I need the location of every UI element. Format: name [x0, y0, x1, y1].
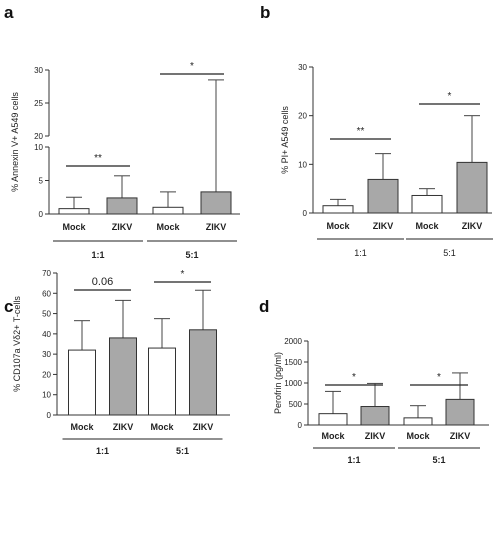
- y-tick-label: 0: [298, 421, 303, 430]
- significance-label: *: [448, 91, 452, 102]
- y-tick-label: 0: [39, 210, 44, 219]
- group-label: 1:1: [96, 446, 109, 456]
- panel-d: d 0 500 1000 1500 2000 Perofrin (pg/ml) Mock ZI…: [251, 275, 502, 550]
- significance-label: **: [94, 153, 102, 164]
- category-label: ZIKV: [450, 431, 471, 441]
- y-axis-label: Perofrin (pg/ml): [273, 352, 283, 414]
- category-label: ZIKV: [193, 422, 214, 432]
- group-label: 5:1: [432, 455, 445, 465]
- category-label: ZIKV: [113, 422, 134, 432]
- panel-label: b: [260, 3, 271, 22]
- pi-chart: 0 10 20 30 % PI+ A549 cells Mock ZIKV ** 1:1 Mock…: [280, 63, 493, 258]
- group-label: 5:1: [443, 248, 456, 258]
- significance-label: *: [181, 269, 185, 280]
- group-label: 1:1: [354, 248, 367, 258]
- y-tick-label: 50: [42, 310, 51, 319]
- y-tick-label: 10: [298, 160, 307, 169]
- bar-mock: [58, 208, 90, 215]
- y-axis-label: % PI+ A549 cells: [280, 106, 290, 174]
- y-tick-label: 0: [47, 411, 52, 420]
- y-tick-label: 0: [303, 209, 308, 218]
- category-label: ZIKV: [112, 222, 133, 232]
- panel-b: b 0 10 20 30 % PI+ A549 cells Mock ZIKV ** 1:1 Mo…: [251, 0, 502, 275]
- category-label: ZIKV: [462, 221, 483, 231]
- annexin-chart: 0 5 10 20 25 30 % Annexin V+ A549 cells Mock ZIK…: [10, 61, 240, 260]
- significance-label: *: [352, 372, 356, 383]
- bar-zikv: [367, 178, 399, 214]
- group-label: 1:1: [91, 250, 104, 260]
- bar-mock: [318, 413, 348, 426]
- significance-label: *: [437, 372, 441, 383]
- bar-mock: [148, 347, 176, 416]
- group-label: 5:1: [176, 446, 189, 456]
- y-tick-label: 1000: [284, 379, 302, 388]
- bar-zikv: [106, 197, 138, 215]
- panel-a: a 0 5 10 20 25 30 % Annexin V+ A549 cells Mock Z…: [0, 0, 251, 275]
- category-label: Mock: [62, 222, 86, 232]
- bar-zikv: [445, 398, 475, 426]
- y-axis-label: % Annexin V+ A549 cells: [10, 92, 20, 192]
- category-label: ZIKV: [206, 222, 227, 232]
- bar-zikv: [109, 337, 137, 416]
- panel-label: c: [4, 297, 14, 316]
- y-tick-label: 30: [42, 350, 51, 359]
- y-axis-label: % CD107a Vδ2+ T-cells: [12, 296, 22, 392]
- y-tick-label: 30: [298, 63, 307, 72]
- bar-zikv: [200, 191, 232, 215]
- y-tick-label: 70: [42, 269, 51, 278]
- category-label: Mock: [70, 422, 94, 432]
- y-tick-label: 2000: [284, 337, 302, 346]
- bar-mock: [403, 417, 433, 426]
- category-label: Mock: [406, 431, 430, 441]
- group-label: 5:1: [185, 250, 198, 260]
- y-tick-label: 60: [42, 289, 51, 298]
- y-tick-label: 500: [289, 400, 303, 409]
- category-label: Mock: [415, 221, 439, 231]
- panel-label: a: [4, 3, 14, 22]
- bar-zikv: [456, 161, 488, 214]
- y-tick-label: 20: [34, 132, 43, 141]
- bar-mock: [322, 205, 354, 214]
- panel-c: c 0 10 20 30 40 50 60 70 % CD107a Vδ2+ T-cells Mo…: [0, 269, 251, 550]
- y-tick-label: 1500: [284, 358, 302, 367]
- y-tick-label: 30: [34, 66, 43, 75]
- category-label: Mock: [150, 422, 174, 432]
- category-label: ZIKV: [373, 221, 394, 231]
- y-tick-label: 10: [34, 143, 43, 152]
- y-tick-label: 5: [39, 177, 44, 186]
- significance-label: 0.06: [92, 276, 113, 288]
- panel-label: d: [259, 297, 270, 316]
- category-label: Mock: [156, 222, 180, 232]
- category-label: Mock: [321, 431, 345, 441]
- significance-label: **: [357, 126, 365, 137]
- category-label: ZIKV: [365, 431, 386, 441]
- bar-zikv: [189, 329, 217, 416]
- group-label: 1:1: [347, 455, 360, 465]
- cd107a-chart: 0 10 20 30 40 50 60 70 % CD107a Vδ2+ T-cells Mock…: [12, 269, 230, 456]
- bar-zikv: [360, 406, 390, 426]
- category-label: Mock: [326, 221, 350, 231]
- y-tick-label: 10: [42, 391, 51, 400]
- y-tick-label: 20: [298, 112, 307, 121]
- y-tick-label: 25: [34, 99, 43, 108]
- significance-label: *: [190, 61, 194, 72]
- y-tick-label: 20: [42, 370, 51, 379]
- bar-mock: [411, 194, 443, 214]
- bar-mock: [152, 206, 184, 215]
- bar-mock: [68, 349, 96, 416]
- y-tick-label: 40: [42, 330, 51, 339]
